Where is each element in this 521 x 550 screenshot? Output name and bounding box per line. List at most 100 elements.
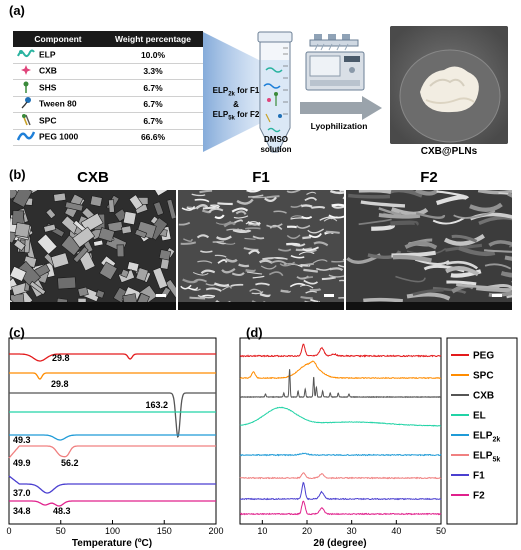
dsc-curve-peg	[9, 353, 216, 362]
panel-d-label: (d)	[246, 325, 263, 340]
weight-cell: 6.7%	[103, 79, 203, 97]
xrd-curve-spc	[239, 360, 442, 380]
legend-label-f2: F2	[473, 491, 485, 502]
xrd-curve-f2	[240, 500, 442, 516]
process-arrow-icon	[300, 96, 382, 120]
table-row: SHS 6.7%	[13, 79, 203, 97]
sem-image-f2	[346, 190, 512, 310]
dsc-tick-label: 100	[105, 526, 120, 536]
xrd-legend-box	[446, 337, 518, 525]
funnel-shape	[203, 32, 263, 152]
xrd-tick-label: 50	[436, 526, 446, 536]
legend-label-el: EL	[473, 411, 486, 422]
xrd-curve-elp2k	[239, 452, 442, 457]
header-component: Component	[13, 31, 103, 47]
dsc-annotation-7: 37.0	[13, 488, 31, 498]
xrd-tick-label: 40	[391, 526, 401, 536]
dsc-tick-label: 200	[208, 526, 223, 536]
component-cell: SPC	[13, 112, 103, 130]
xrd-xlabel: 2θ (degree)	[313, 538, 366, 549]
header-weight: Weight percentage	[103, 31, 203, 47]
legend-label-peg: PEG	[473, 351, 494, 362]
panel-a-label: (a)	[9, 3, 25, 18]
panel-b-label: (b)	[9, 167, 26, 182]
weight-cell: 66.6%	[103, 129, 203, 146]
xrd-tick-label: 20	[302, 526, 312, 536]
dsc-annotation-9: 48.3	[53, 506, 71, 516]
component-table: Component Weight percentage ELP 10.0% CXB 3…	[13, 31, 203, 146]
dsc-tick-label: 0	[6, 526, 11, 536]
component-name: CXB	[39, 65, 57, 76]
xrd-tick-label: 30	[347, 526, 357, 536]
sem-title-f1: F1	[252, 169, 270, 186]
table-row: CXB 3.3%	[13, 63, 203, 80]
peg-icon	[16, 130, 39, 144]
elp5k-f2-label: ELP5k for F2	[212, 109, 260, 122]
component-name: SHS	[39, 82, 57, 92]
dsc-tick-label: 50	[56, 526, 66, 536]
xrd-curve-cxb	[239, 369, 441, 399]
component-cell: ELP	[13, 47, 103, 64]
dsc-tick-label: 150	[157, 526, 172, 536]
dsc-curve-elp5k	[8, 445, 216, 459]
dsc-curve-spc	[9, 372, 216, 380]
tube-label-1: DMSO	[264, 135, 288, 144]
sem-title-cxb: CXB	[77, 169, 109, 186]
dsc-xlabel: Temperature (ºC)	[72, 538, 152, 549]
legend-label-cxb: CXB	[473, 391, 494, 402]
legend-label-spc: SPC	[473, 371, 494, 382]
component-cell: CXB	[13, 63, 103, 80]
dsc-curve-f2	[9, 500, 216, 507]
dsc-curve-elp2k	[9, 434, 216, 441]
lyophilization-label: Lyophilization	[310, 121, 368, 131]
elp2k-f1-label: ELP2k for F1	[212, 86, 260, 98]
sem-image-f1	[178, 190, 344, 310]
table-row: SPC 6.7%	[13, 112, 203, 130]
shs-icon	[17, 81, 39, 95]
xrd-chart: 10 20 30 40 50 2θ (degree) PEGSPCCXBELELP2kE…	[239, 337, 518, 549]
legend-label-f1: F1	[473, 471, 485, 482]
tube-label-2: solution	[260, 145, 292, 154]
component-cell: Tween 80	[13, 96, 103, 113]
panel-c-label: (c)	[9, 325, 25, 340]
xrd-curve-f1	[239, 481, 442, 501]
weight-cell: 6.7%	[103, 96, 203, 113]
xrd-curve-el	[239, 406, 442, 427]
component-cell: PEG 1000	[13, 129, 103, 146]
spc-icon	[17, 113, 39, 128]
tween-icon	[17, 97, 39, 111]
component-name: ELP	[39, 49, 56, 59]
weight-cell: 3.3%	[103, 63, 203, 80]
table-row: ELP 10.0%	[13, 47, 203, 64]
component-cell: SHS	[13, 79, 103, 97]
cxb-icon	[17, 64, 39, 78]
dsc-annotation-1: 29.8	[52, 353, 70, 363]
dsc-curve-f1	[8, 475, 216, 494]
lyophilizer-icon	[305, 34, 365, 91]
dsc-annotation-5: 49.9	[13, 458, 31, 468]
dsc-chart: 0 50 100 150 200 29.8 29.8 163.2 49.3 49.9 5…	[6, 337, 224, 549]
table-row: Tween 80 6.7%	[13, 96, 203, 113]
table-row: PEG 1000 66.6%	[13, 129, 203, 146]
cxb-plns-powder-image	[390, 26, 508, 144]
xrd-tick-label: 10	[257, 526, 267, 536]
dsc-curve-cxb	[9, 392, 216, 438]
xrd-curve-elp5k	[239, 472, 442, 480]
weight-cell: 6.7%	[103, 112, 203, 130]
amp-label: &	[233, 99, 239, 109]
product-label: CXB@PLNs	[420, 146, 478, 157]
dsc-annotation-6: 56.2	[61, 458, 79, 468]
dsc-annotation-3: 163.2	[145, 400, 168, 410]
dsc-annotation-4: 49.3	[13, 435, 31, 445]
sem-image-cxb	[10, 190, 176, 310]
component-name: PEG 1000	[39, 131, 79, 142]
dsc-annotation-2: 29.8	[51, 379, 69, 389]
product-photo	[390, 26, 508, 144]
dsc-annotation-8: 34.8	[13, 506, 31, 516]
sem-title-f2: F2	[420, 169, 438, 186]
component-name: SPC	[39, 115, 57, 125]
component-name: Tween 80	[39, 98, 77, 109]
weight-cell: 10.0%	[103, 47, 203, 64]
dmso-tube-icon	[257, 31, 293, 153]
elp-icon	[17, 48, 39, 62]
